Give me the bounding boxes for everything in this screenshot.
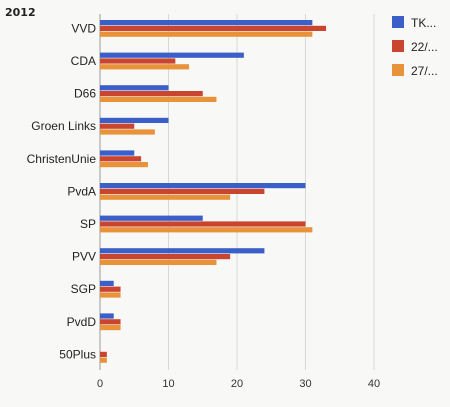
bar-d66-series-1[interactable]: D66: 10 (100, 85, 169, 91)
year-label: 2012 (5, 6, 36, 19)
legend-label-3[interactable]: 27/... (411, 64, 438, 78)
category-label: SGP (71, 282, 96, 296)
legend[interactable]: TK... 22/... 27/... (392, 16, 438, 78)
bar-christenunie-series-2[interactable]: ChristenUnie: 6 (100, 156, 142, 162)
tick-label-20: 20 (231, 378, 243, 390)
bar-pvdd-series-2[interactable]: PvdD: 3 (100, 319, 121, 325)
tick-label-10: 10 (162, 378, 174, 390)
legend-swatch-3[interactable] (392, 64, 404, 76)
bar-groen-links-series-1[interactable]: Groen Links: 10 (100, 117, 169, 123)
category-label: PVV (72, 250, 96, 264)
category-label: Groen Links (31, 119, 96, 133)
bar-cda-series-3[interactable]: CDA: 13 (100, 64, 190, 70)
bar-sgp-series-1[interactable]: SGP: 2 (100, 280, 114, 286)
category-labels: VVD CDA D66 Groen Links ChristenUnie PvdA SP PV… (27, 21, 97, 361)
bar-sp-series-3[interactable]: SP: 31 (100, 227, 313, 233)
bar-pvdd-series-3[interactable]: PvdD: 3 (100, 325, 121, 331)
category-label: CDA (71, 54, 96, 68)
legend-label-2[interactable]: 22/... (411, 40, 438, 54)
bar-christenunie-series-1[interactable]: ChristenUnie: 5 (100, 150, 135, 156)
bar-vvd-series-1[interactable]: VVD: 31 (100, 20, 313, 26)
category-label: PvdA (67, 184, 96, 198)
bar-christenunie-series-3[interactable]: ChristenUnie: 7 (100, 162, 148, 168)
bars: VVD: 31VVD: 33VVD: 31 CDA: 21CDA: 11CDA: … (100, 20, 327, 363)
category-label: 50Plus (59, 347, 96, 361)
bar-d66-series-3[interactable]: D66: 17 (100, 96, 217, 102)
bar-sp-series-2[interactable]: SP: 30 (100, 221, 306, 227)
tick-label-40: 40 (368, 378, 380, 390)
bar-pvv-series-1[interactable]: PVV: 24 (100, 248, 265, 254)
category-label: SP (80, 217, 96, 231)
category-label: VVD (71, 21, 96, 35)
bar-sgp-series-3[interactable]: SGP: 3 (100, 292, 121, 298)
bar-groen-links-series-2[interactable]: Groen Links: 5 (100, 123, 135, 129)
bar-pvv-series-2[interactable]: PVV: 19 (100, 254, 231, 260)
bar-vvd-series-2[interactable]: VVD: 33 (100, 25, 327, 31)
legend-swatch-1[interactable] (392, 16, 404, 28)
x-axis-ticks: 0 10 20 30 40 (97, 378, 380, 390)
bar-sp-series-1[interactable]: SP: 15 (100, 215, 203, 221)
category-label: D66 (74, 87, 96, 101)
legend-label-1[interactable]: TK... (411, 16, 436, 30)
bar-d66-series-2[interactable]: D66: 15 (100, 91, 203, 97)
bar-sgp-series-2[interactable]: SGP: 3 (100, 286, 121, 292)
bar-pvda-series-1[interactable]: PvdA: 30 (100, 183, 306, 189)
tick-label-0: 0 (97, 378, 103, 390)
bar-50plus-series-2[interactable]: 50Plus: 1 (100, 351, 107, 357)
bar-pvv-series-3[interactable]: PVV: 17 (100, 259, 217, 265)
category-label: ChristenUnie (27, 152, 97, 166)
bar-cda-series-1[interactable]: CDA: 21 (100, 52, 244, 58)
tick-label-30: 30 (299, 378, 311, 390)
bar-cda-series-2[interactable]: CDA: 11 (100, 58, 176, 64)
bar-pvda-series-2[interactable]: PvdA: 24 (100, 188, 265, 194)
bar-vvd-series-3[interactable]: VVD: 31 (100, 31, 313, 37)
category-label: PvdD (67, 315, 97, 329)
legend-swatch-2[interactable] (392, 40, 404, 52)
bar-50plus-series-3[interactable]: 50Plus: 1 (100, 357, 107, 363)
bar-groen-links-series-3[interactable]: Groen Links: 8 (100, 129, 155, 135)
bar-pvda-series-3[interactable]: PvdA: 19 (100, 194, 231, 200)
bar-pvdd-series-1[interactable]: PvdD: 2 (100, 313, 114, 319)
